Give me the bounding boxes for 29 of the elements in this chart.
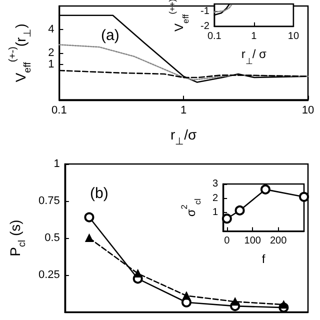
y-tick-label: 0.5	[44, 232, 60, 244]
y-tick-label: -2	[200, 20, 210, 32]
annotation: (b)	[90, 185, 108, 202]
y-axis-title: Veff(+-)(r⊥)	[8, 24, 34, 82]
y-axis-title: Pcl (s)	[7, 220, 28, 256]
x-axis-title: r⊥/ σ	[241, 47, 268, 66]
y-tick-label: 4	[48, 23, 54, 36]
y-tick-label: 1	[54, 158, 60, 170]
y-tick-label: 0.25	[38, 269, 60, 281]
x-tick-label: 0	[224, 236, 230, 247]
x-tick-label: 1	[180, 104, 187, 116]
x-axis-title: r⊥/σ	[170, 126, 198, 148]
y-tick-label: -1	[200, 6, 210, 17]
x-tick-label: 200	[270, 236, 288, 247]
y-tick-label: 2	[212, 192, 218, 204]
y-tick-label: 1	[48, 58, 54, 71]
annotation: (a)	[101, 27, 120, 44]
x-tick-label: 1	[251, 30, 258, 42]
x-tick-label: 100	[244, 236, 262, 247]
y-tick-label: 1	[212, 207, 218, 218]
y-tick-label: 2	[48, 46, 54, 59]
x-tick-label: 10	[302, 104, 314, 116]
y-tick-label: 0.75	[38, 195, 60, 207]
y-tick-label: 3	[212, 178, 218, 190]
x-tick-label: 0.1	[207, 30, 222, 42]
y-axis-title: σ2cl	[179, 198, 203, 217]
x-tick-label: 10	[288, 30, 300, 42]
x-axis-title: f	[262, 252, 266, 266]
x-tick-label: 0.1	[52, 104, 67, 116]
